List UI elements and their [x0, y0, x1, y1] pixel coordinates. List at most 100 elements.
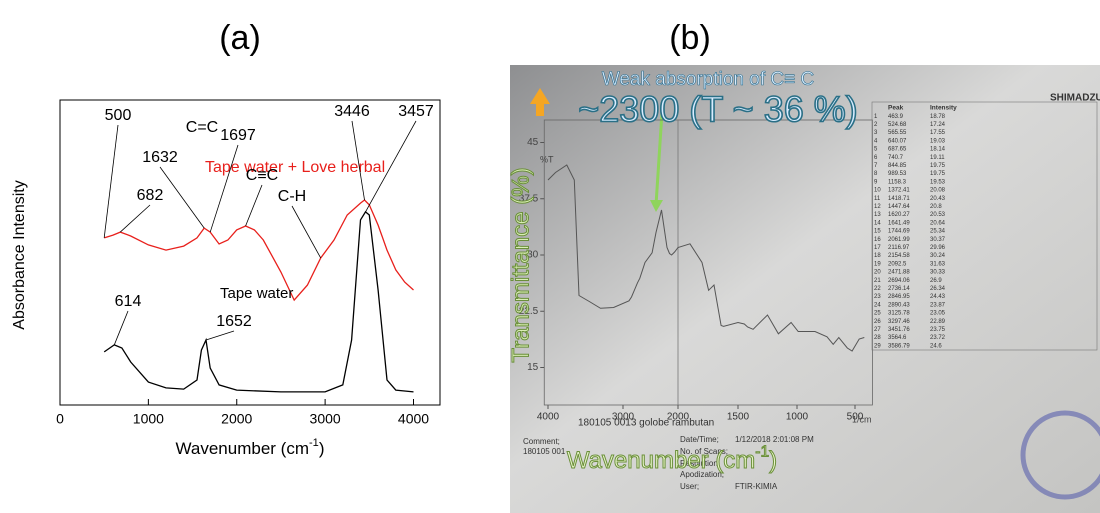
y-axis-label: Transmittance (%): [507, 167, 534, 362]
table-cell: 20.64: [930, 220, 946, 226]
table-cell: 9: [874, 179, 878, 185]
table-cell: 18.78: [930, 114, 946, 120]
annotation-arrow: [654, 111, 664, 206]
print-text: Date/Time;: [680, 435, 719, 444]
table-cell: 2890.43: [888, 302, 910, 308]
table-cell: 3586.79: [888, 343, 910, 349]
table-cell: 640.07: [888, 138, 907, 144]
axis-label-part: ): [319, 439, 325, 458]
table-cell: 3297.46: [888, 319, 910, 325]
table-cell: 23.05: [930, 311, 946, 317]
spectrum-line: [104, 199, 414, 302]
series-label: Tape water: [220, 285, 293, 302]
annotation-pointer: [291, 205, 322, 259]
table-cell: 2154.58: [888, 253, 910, 259]
axis-label-part: Wavenumber (cm: [567, 447, 755, 474]
axis-label-part: Wavenumber (cm: [175, 439, 309, 458]
y-axis-label: Absorbance Intensity: [11, 180, 28, 329]
table-cell: 17.24: [930, 122, 946, 128]
table-cell: 16: [874, 237, 881, 243]
annotation-value: ~2300 (T ~ 36 %): [578, 89, 858, 130]
table-cell: 13: [874, 212, 881, 218]
table-cell: 3125.78: [888, 311, 910, 317]
y-tick-label: 45: [527, 137, 539, 148]
table-cell: 24: [874, 302, 881, 308]
print-text: Resolution;: [680, 459, 720, 468]
table-cell: 26: [874, 319, 881, 325]
table-cell: 27: [874, 327, 881, 333]
stamp: [1020, 410, 1100, 500]
table-cell: 8: [874, 171, 878, 177]
y-tick-label: 22.5: [519, 306, 539, 317]
table-cell: 463.9: [888, 114, 904, 120]
table-cell: 23.87: [930, 302, 946, 308]
table-cell: 20.8: [930, 204, 942, 210]
table-cell: 19.03: [930, 138, 946, 144]
annotation-arrowhead: [650, 200, 663, 212]
table-cell: 989.53: [888, 171, 907, 177]
x-tick-label: 1000: [786, 412, 809, 423]
annotation: 1652: [216, 313, 252, 330]
table-cell: 24.6: [930, 343, 942, 349]
annotation-pointer: [351, 120, 365, 201]
annotation-pointer: [205, 330, 235, 341]
x-tick-label: 3000: [612, 412, 635, 423]
axis-label: Wavenumber (cm-1): [567, 444, 777, 475]
table-cell: 2471.88: [888, 270, 910, 276]
table-cell: 2694.06: [888, 278, 910, 284]
table-cell: 740.7: [888, 155, 904, 161]
table-cell: 10: [874, 188, 881, 194]
table-cell: 20.43: [930, 196, 946, 202]
table-cell: 1641.49: [888, 220, 910, 226]
up-arrow-icon: [530, 88, 550, 116]
x-tick-label: 0: [56, 411, 64, 427]
x-tick-label: 4000: [537, 412, 560, 423]
panel-title: (a): [219, 19, 261, 57]
table-cell: 7: [874, 163, 878, 169]
table-cell: 1744.69: [888, 229, 910, 235]
print-text: FTIR-KIMIA: [735, 482, 778, 491]
table-cell: 17: [874, 245, 881, 251]
print-axis-title: %T: [540, 154, 554, 164]
table-cell: 524.68: [888, 122, 907, 128]
table-cell: 21: [874, 278, 881, 284]
table-cell: 24.43: [930, 294, 946, 300]
print-text: Comment;: [523, 437, 560, 446]
axis-label-sup: -1: [309, 437, 319, 449]
plot-frame: [59, 99, 441, 406]
print-text: User;: [680, 482, 699, 491]
table-cell: 31.63: [930, 261, 946, 267]
sample-name: 180105 0013 golobe rambutan: [578, 418, 714, 429]
x-tick-label: 3000: [310, 411, 341, 427]
table-cell: 3451.76: [888, 327, 910, 333]
table-cell: 29: [874, 343, 881, 349]
table-cell: 18.14: [930, 147, 946, 153]
axis-label: Wavenumber (cm-1): [175, 437, 324, 458]
table-cell: 19: [874, 261, 881, 267]
annotation-pointer: [159, 166, 205, 229]
table-cell: 26.34: [930, 286, 946, 292]
annotation-pointer: [245, 184, 263, 227]
table-cell: 1158.3: [888, 179, 907, 185]
table-cell: 19.75: [930, 171, 946, 177]
table-cell: 687.65: [888, 147, 907, 153]
y-tick-label: 30: [527, 250, 539, 261]
peak-table-frame: [871, 101, 1098, 351]
table-cell: 1: [874, 114, 878, 120]
series-label: Tape water + Love herbal: [205, 159, 385, 176]
table-cell: 5: [874, 147, 878, 153]
annotation: 682: [137, 187, 164, 204]
spectrum-line: [103, 210, 414, 393]
print-text: Apodization;: [680, 470, 724, 479]
table-cell: 17.55: [930, 130, 946, 136]
table-cell: 18: [874, 253, 881, 259]
print-text: 180105 001: [523, 447, 566, 456]
table-cell: 19.75: [930, 163, 946, 169]
table-cell: 844.85: [888, 163, 907, 169]
table-cell: 1372.41: [888, 188, 910, 194]
table-cell: 28: [874, 335, 881, 341]
table-cell: 565.55: [888, 130, 907, 136]
table-cell: 3: [874, 130, 878, 136]
table-cell: 19.53: [930, 179, 946, 185]
